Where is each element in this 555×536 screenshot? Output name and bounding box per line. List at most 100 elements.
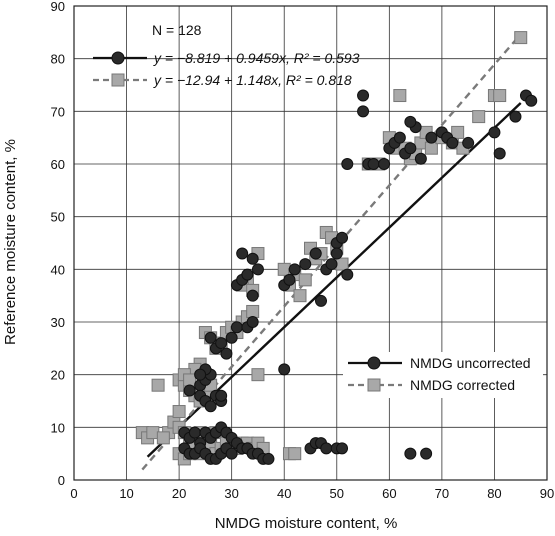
data-point-uncorrected [225, 331, 238, 344]
equation-uncorrected: y = −8.819 + 0.9459x, R² = 0.593 [153, 50, 360, 66]
y-tick-label: 70 [51, 104, 65, 119]
data-point-uncorrected [341, 158, 354, 170]
y-tick-labels: 0 10 20 30 40 50 60 70 80 90 [51, 0, 65, 488]
x-tick-label: 0 [70, 486, 77, 501]
data-point-corrected [288, 447, 302, 461]
x-tick-label: 80 [487, 486, 501, 501]
data-point-uncorrected [493, 147, 506, 160]
data-point-corrected [183, 373, 197, 387]
data-point-uncorrected [225, 447, 238, 460]
x-tick-label: 50 [330, 486, 344, 501]
data-point-uncorrected [414, 152, 427, 165]
data-point-uncorrected [357, 105, 370, 118]
data-point-uncorrected [330, 247, 343, 260]
data-point-corrected [172, 405, 186, 419]
data-point-uncorrected [357, 89, 370, 102]
data-point-uncorrected [488, 126, 501, 139]
data-point-uncorrected [246, 289, 259, 302]
x-tick-label: 70 [435, 486, 449, 501]
data-point-corrected [472, 110, 486, 124]
equation-corrected: y = −12.94 + 1.148x, R² = 0.818 [153, 72, 352, 88]
x-tick-label: 10 [119, 486, 133, 501]
data-point-uncorrected [315, 294, 328, 307]
data-point-corrected [493, 89, 507, 103]
y-tick-label: 30 [51, 315, 65, 330]
data-point-uncorrected [183, 384, 196, 397]
annotation-marker-corrected [111, 73, 125, 87]
data-point-uncorrected [404, 447, 417, 460]
legend-marker-corrected [367, 378, 381, 392]
data-point-uncorrected [509, 110, 522, 123]
data-point-corrected [335, 257, 349, 271]
data-point-uncorrected [188, 426, 201, 439]
equation-annotation: N = 128 y = −8.819 + 0.9459x, R² = 0.593… [93, 22, 360, 88]
data-point-uncorrected [425, 131, 438, 144]
data-point-uncorrected [220, 347, 233, 360]
data-point-uncorrected [299, 258, 312, 271]
data-point-uncorrected [194, 368, 207, 381]
data-point-corrected [251, 368, 265, 382]
data-points [135, 31, 538, 466]
data-point-uncorrected [404, 142, 417, 155]
data-point-uncorrected [446, 136, 459, 149]
data-point-uncorrected [230, 321, 243, 334]
data-point-uncorrected [251, 263, 264, 276]
data-point-uncorrected [325, 258, 338, 271]
data-point-corrected [151, 378, 165, 392]
legend-marker-uncorrected [367, 356, 381, 370]
data-point-uncorrected [393, 131, 406, 144]
data-point-uncorrected [341, 268, 354, 281]
x-axis-title: NMDG moisture content, % [215, 515, 398, 532]
data-point-corrected [514, 31, 528, 45]
data-point-uncorrected [204, 331, 217, 344]
data-point-uncorrected [278, 363, 291, 376]
y-tick-label: 20 [51, 368, 65, 383]
x-tick-label: 20 [172, 486, 186, 501]
data-point-uncorrected [204, 400, 217, 413]
data-point-uncorrected [336, 231, 349, 244]
x-tick-label: 60 [382, 486, 396, 501]
data-point-uncorrected [246, 316, 259, 328]
data-point-uncorrected [309, 247, 322, 260]
y-tick-label: 80 [51, 52, 65, 67]
data-point-corrected [298, 273, 312, 287]
legend-label-corrected: NMDG corrected [410, 377, 515, 393]
annotation-marker-uncorrected [111, 51, 125, 65]
data-point-uncorrected [336, 442, 349, 455]
data-point-corrected [156, 431, 170, 445]
legend: NMDG uncorrected NMDG corrected [343, 352, 543, 398]
x-tick-label: 40 [277, 486, 291, 501]
data-point-corrected [451, 125, 465, 139]
y-tick-label: 50 [51, 210, 65, 225]
data-point-uncorrected [262, 452, 275, 465]
data-point-corrected [393, 89, 407, 103]
data-point-uncorrected [420, 447, 433, 460]
x-tick-label: 30 [224, 486, 238, 501]
data-point-corrected [293, 289, 307, 303]
data-point-uncorrected [404, 115, 417, 128]
data-point-uncorrected [378, 158, 391, 170]
data-point-corrected [246, 304, 260, 318]
data-point-uncorrected [236, 247, 249, 260]
data-point-uncorrected [525, 94, 538, 107]
x-tick-labels: 0 10 20 30 40 50 60 70 80 90 [70, 486, 554, 501]
x-tick-label: 90 [540, 486, 554, 501]
data-point-uncorrected [215, 337, 228, 350]
legend-label-uncorrected: NMDG uncorrected [410, 355, 531, 371]
data-point-uncorrected [283, 273, 296, 286]
data-point-uncorrected [246, 252, 259, 265]
data-point-uncorrected [462, 136, 475, 149]
data-point-uncorrected [367, 158, 380, 170]
plot-area-border [73, 5, 548, 481]
data-point-uncorrected [241, 268, 254, 281]
y-axis-title: Reference moisture content, % [2, 139, 19, 345]
y-tick-label: 10 [51, 420, 65, 435]
y-tick-label: 60 [51, 157, 65, 172]
y-tick-label: 90 [51, 0, 65, 14]
y-tick-label: 40 [51, 262, 65, 277]
data-point-uncorrected [288, 263, 301, 276]
y-tick-label: 0 [58, 473, 65, 488]
data-point-uncorrected [215, 389, 228, 402]
data-point-uncorrected [320, 442, 333, 455]
